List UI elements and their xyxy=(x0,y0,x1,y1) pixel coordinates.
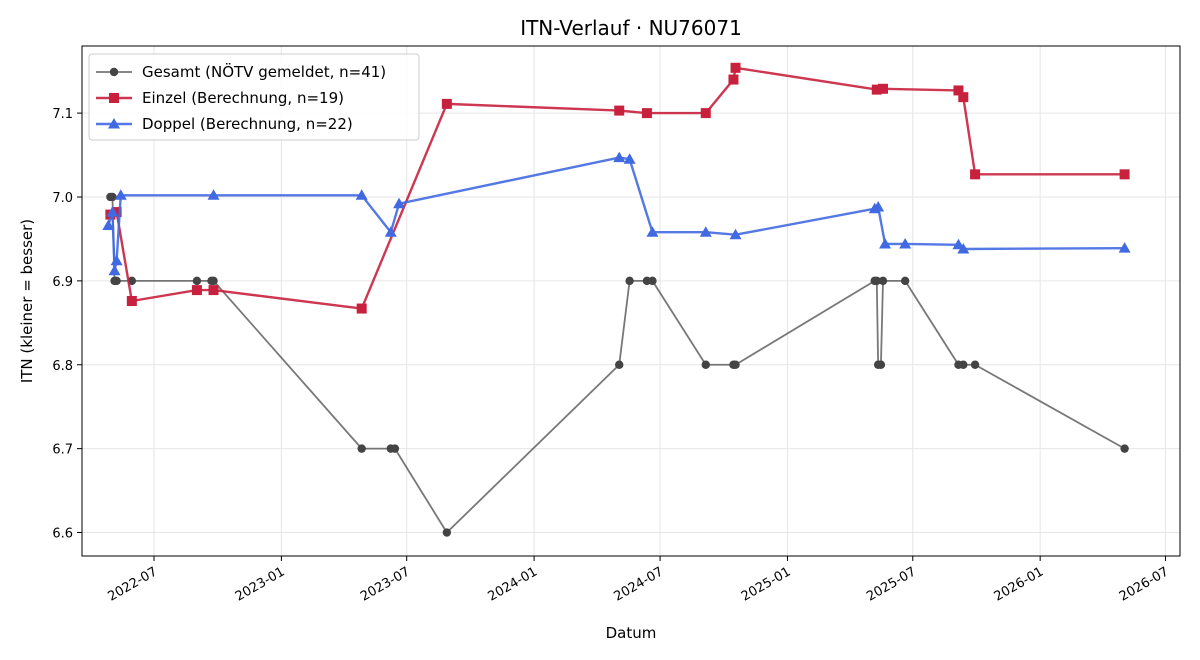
y-tick-label: 7.1 xyxy=(52,107,73,122)
data-point xyxy=(191,285,202,296)
data-point xyxy=(1119,169,1130,180)
legend-marker xyxy=(109,67,119,77)
plot-frame xyxy=(81,45,1181,557)
data-point xyxy=(700,108,711,119)
data-point xyxy=(384,226,397,237)
legend-label: Einzel (Berechnung, n=19) xyxy=(142,89,344,107)
data-point xyxy=(871,84,882,95)
data-point xyxy=(953,85,964,96)
data-point xyxy=(623,153,636,164)
series-einzel xyxy=(105,62,1130,314)
data-point xyxy=(876,360,886,369)
data-point xyxy=(126,296,137,306)
legend-marker xyxy=(108,118,120,129)
series-layer xyxy=(102,62,1131,537)
data-point xyxy=(442,528,452,537)
data-point xyxy=(355,189,368,200)
data-point xyxy=(1118,242,1131,253)
data-point xyxy=(393,197,406,209)
data-point xyxy=(110,254,123,266)
data-point xyxy=(959,360,968,369)
data-point xyxy=(114,189,127,200)
data-point xyxy=(111,207,122,218)
data-point xyxy=(970,360,980,369)
data-point xyxy=(729,228,742,240)
legend-marker xyxy=(109,93,119,103)
data-point xyxy=(872,201,885,212)
y-tick-label: 6.8 xyxy=(52,359,73,374)
data-point xyxy=(102,219,115,231)
data-point xyxy=(872,276,881,286)
data-point xyxy=(699,226,712,237)
data-point xyxy=(192,276,202,286)
data-point xyxy=(207,189,220,200)
data-point xyxy=(646,226,659,237)
data-point xyxy=(613,151,626,163)
data-point xyxy=(641,108,652,119)
legend-label: Doppel (Berechnung, n=22) xyxy=(142,115,353,133)
data-point xyxy=(441,98,452,109)
data-point xyxy=(731,360,740,369)
data-point xyxy=(879,237,892,249)
data-point xyxy=(615,360,624,369)
data-point xyxy=(625,276,634,286)
data-point xyxy=(970,169,981,180)
data-point xyxy=(108,192,117,202)
data-point xyxy=(899,237,912,249)
y-axis-label: ITN (kleiner = besser) xyxy=(18,219,36,383)
series-doppel xyxy=(102,151,1131,276)
data-point xyxy=(208,285,219,296)
data-point xyxy=(900,276,910,286)
data-point xyxy=(648,276,657,286)
data-point xyxy=(957,242,970,254)
data-point xyxy=(112,276,121,286)
data-point xyxy=(108,264,121,276)
data-point xyxy=(730,62,741,73)
data-point xyxy=(878,276,888,286)
legend-box xyxy=(88,53,420,141)
series-gesamt xyxy=(106,192,1129,537)
y-tick-label: 7.0 xyxy=(52,191,73,206)
legend-label: Gesamt (NÖTV gemeldet, n=41) xyxy=(142,62,386,81)
data-point xyxy=(1120,444,1129,453)
data-point xyxy=(209,276,218,286)
chart-title: ITN-Verlauf · NU76071 xyxy=(520,16,742,40)
y-tick-label: 6.6 xyxy=(52,527,73,542)
data-point xyxy=(878,83,888,94)
data-point xyxy=(357,444,366,453)
data-point xyxy=(614,105,625,116)
data-point xyxy=(958,92,969,103)
legend: Gesamt (NÖTV gemeldet, n=41) Einzel (Bere… xyxy=(88,53,420,141)
data-point xyxy=(728,74,739,85)
data-point xyxy=(701,360,710,369)
y-tick-label: 6.7 xyxy=(52,443,73,458)
x-axis-label: Datum xyxy=(606,624,657,642)
data-point xyxy=(390,444,400,453)
data-point xyxy=(356,303,367,314)
y-tick-label: 6.9 xyxy=(52,275,73,290)
data-point xyxy=(106,206,119,217)
